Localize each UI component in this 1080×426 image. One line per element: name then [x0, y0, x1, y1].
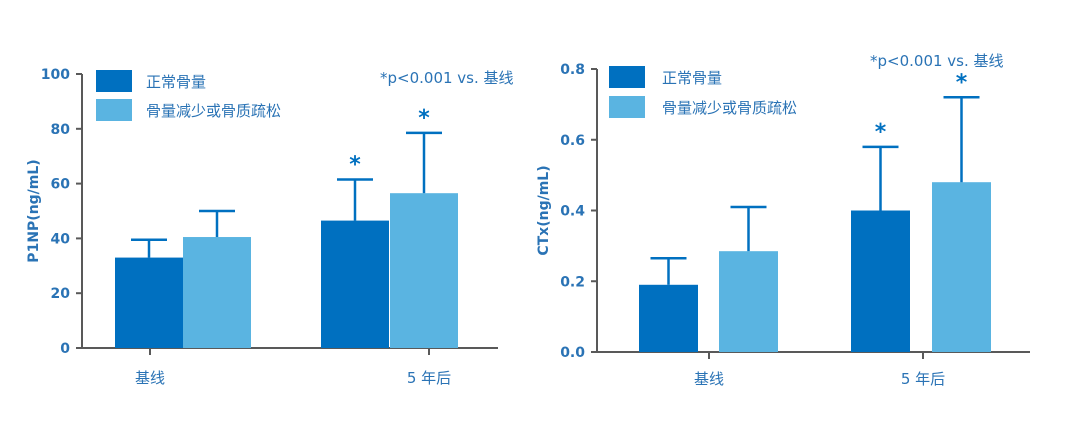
significance-note: *p<0.001 vs. 基线 — [380, 69, 514, 87]
y-axis-title: CTx(ng/mL) — [536, 165, 552, 255]
bar — [390, 193, 458, 348]
chart-2: 0.0 0.2 0.4 0.6 0.8 CTx(ng/mL) 基线 5 年后 * * 正常骨量骨量减… — [536, 52, 1030, 388]
bar — [639, 284, 698, 352]
y-axis-title: P1NP(ng/mL) — [26, 159, 42, 262]
bar — [321, 220, 389, 348]
category-label: 5 年后 — [901, 370, 945, 388]
legend-swatch — [96, 99, 132, 121]
significance-star: * — [875, 120, 887, 145]
y-tick-label: 60 — [51, 177, 71, 193]
y-tick-label: 0 — [60, 341, 70, 357]
chart-1: 0 20 40 60 80 100 P1NP(ng/mL) 基线 5 年后 * * 正常骨量骨量减少或… — [26, 67, 514, 387]
legend-swatch — [609, 96, 645, 118]
significance-note: *p<0.001 vs. 基线 — [870, 52, 1004, 70]
y-tick-label: 40 — [51, 231, 71, 247]
y-tick-label: 0.2 — [560, 274, 585, 290]
legend-label: 正常骨量 — [662, 69, 722, 87]
y-tick-label: 0.4 — [560, 204, 585, 220]
legend-label: 正常骨量 — [146, 73, 206, 91]
significance-star: * — [956, 70, 968, 95]
bar — [851, 210, 910, 352]
y-tick-label: 0.8 — [560, 62, 585, 78]
bar — [719, 251, 778, 352]
legend-label: 骨量减少或骨质疏松 — [662, 99, 797, 117]
bar — [932, 182, 991, 352]
bar — [115, 257, 183, 348]
category-label: 基线 — [135, 369, 165, 387]
category-label: 5 年后 — [407, 369, 451, 387]
significance-star: * — [349, 152, 361, 177]
y-tick-label: 0.0 — [560, 345, 585, 361]
y-tick-label: 0.6 — [560, 133, 585, 149]
y-tick-label: 80 — [51, 122, 71, 138]
category-label: 基线 — [694, 370, 724, 388]
y-tick-label: 100 — [41, 67, 70, 83]
y-tick-label: 20 — [51, 286, 71, 302]
legend-label: 骨量减少或骨质疏松 — [146, 102, 281, 120]
bar — [183, 237, 251, 348]
significance-star: * — [418, 106, 430, 131]
legend-swatch — [96, 70, 132, 92]
legend-swatch — [609, 66, 645, 88]
